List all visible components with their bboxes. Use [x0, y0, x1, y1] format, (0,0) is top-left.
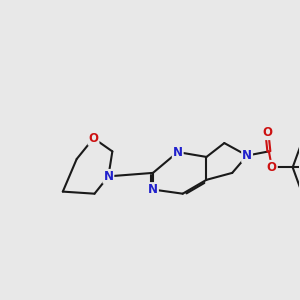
Text: O: O	[88, 132, 98, 145]
Text: O: O	[262, 126, 272, 139]
Text: N: N	[242, 149, 252, 162]
Text: N: N	[173, 146, 183, 159]
Text: O: O	[267, 161, 277, 174]
Text: N: N	[148, 183, 158, 196]
Text: N: N	[103, 170, 113, 183]
